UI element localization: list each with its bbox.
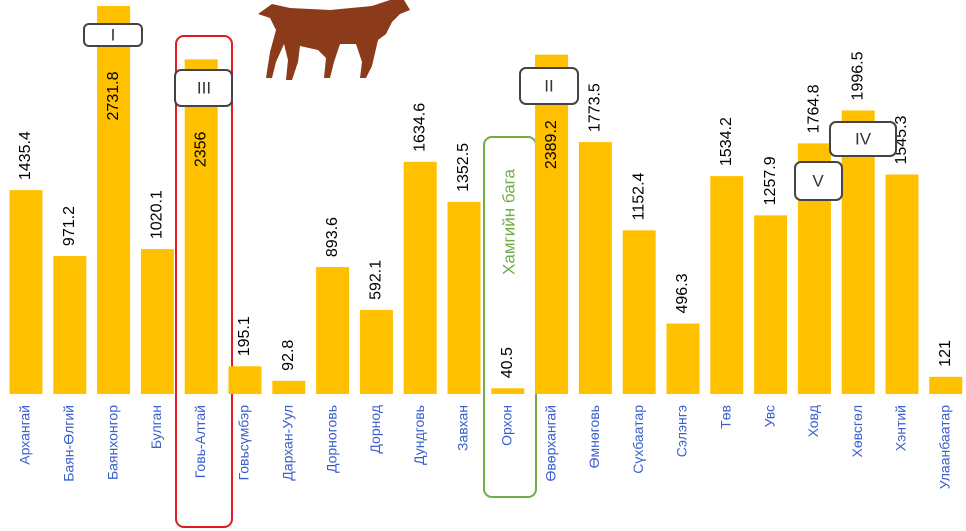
value-label: 1764.8 — [806, 84, 823, 133]
bar — [9, 190, 43, 394]
value-label: 1634.6 — [411, 103, 428, 152]
value-label: 2731.8 — [105, 71, 122, 120]
highlight-box-red — [175, 35, 233, 528]
x-tick-label: Архангай — [17, 405, 33, 465]
value-label: 2356 — [192, 131, 209, 167]
annotation-box — [174, 69, 233, 107]
annotation-box — [794, 161, 843, 201]
annotation: II — [544, 76, 553, 95]
x-tick-label: Улаанбаатар — [937, 405, 953, 489]
bar — [97, 6, 131, 394]
bar — [710, 176, 744, 394]
goat-icon — [258, 0, 410, 80]
bar — [622, 230, 656, 394]
x-tick-label: Орхон — [499, 405, 515, 446]
x-tick-label: Хэнтий — [893, 405, 909, 451]
bar — [447, 201, 481, 394]
value-label: 592.1 — [368, 260, 385, 300]
value-label: 2389.2 — [543, 120, 560, 169]
bar — [841, 110, 875, 395]
value-label: 1152.4 — [630, 172, 647, 220]
annotation-box — [829, 121, 897, 157]
x-tick-label: Завхан — [455, 405, 471, 451]
value-label: 971.2 — [61, 206, 78, 246]
x-tick-label: Дорнод — [367, 405, 383, 454]
x-tick-label: Дархан-Уул — [280, 405, 296, 481]
bar — [359, 309, 393, 394]
bar — [140, 249, 174, 394]
value-label: 496.3 — [674, 273, 691, 313]
value-label: 1534.2 — [718, 117, 735, 166]
value-label: 92.8 — [280, 340, 297, 371]
bar — [885, 174, 919, 394]
value-label: 1435.4 — [17, 131, 34, 180]
value-label: 40.5 — [499, 347, 516, 378]
annotation: Хамгийн бага — [499, 169, 518, 275]
bar — [403, 161, 437, 394]
x-tick-label: Булган — [148, 405, 164, 449]
value-label: 1773.5 — [587, 83, 604, 132]
value-label: 121 — [937, 340, 954, 367]
value-label: 1020.1 — [149, 190, 166, 239]
annotation: IV — [855, 129, 872, 148]
bar — [535, 54, 569, 394]
annotation-box — [83, 23, 143, 47]
x-tick-label: Хөвсгөл — [849, 405, 865, 457]
bar — [228, 366, 262, 394]
annotation-box — [519, 67, 579, 105]
x-tick-label: Баян-Өлгий — [61, 405, 77, 482]
x-tick-label: Баянхонгор — [104, 405, 120, 480]
bar — [491, 388, 525, 394]
value-label: 1352.5 — [455, 143, 472, 192]
annotation: III — [197, 78, 211, 97]
x-tick-label: Сэлэнгэ — [674, 405, 690, 457]
bar — [316, 267, 350, 394]
bar — [272, 380, 306, 394]
x-tick-label: Сүхбаатар — [630, 405, 646, 474]
bar — [666, 323, 700, 394]
x-tick-label: Увс — [761, 405, 777, 427]
x-tick-label: Дорноговь — [323, 405, 339, 473]
x-tick-label: Өмнөговь — [586, 405, 602, 468]
x-tick-label: Говь-Алтай — [192, 405, 208, 478]
x-tick-label: Говьсүмбэр — [236, 405, 252, 481]
bar — [53, 256, 87, 394]
bar — [578, 142, 612, 394]
value-label: 1257.9 — [762, 156, 779, 205]
value-label: 893.6 — [324, 217, 341, 257]
x-tick-label: Дундговь — [411, 405, 427, 465]
x-tick-label: Төв — [718, 405, 734, 429]
annotation: I — [111, 25, 116, 44]
value-label: 195.1 — [236, 316, 253, 356]
bar — [184, 59, 218, 394]
value-label: 1996.5 — [849, 51, 866, 100]
x-tick-label: Ховд — [805, 405, 821, 437]
x-tick-label: Өвөрхангай — [542, 405, 558, 482]
annotation: V — [812, 171, 824, 190]
value-label: 1545.3 — [893, 115, 910, 164]
bar — [754, 215, 788, 394]
bar — [929, 376, 963, 394]
